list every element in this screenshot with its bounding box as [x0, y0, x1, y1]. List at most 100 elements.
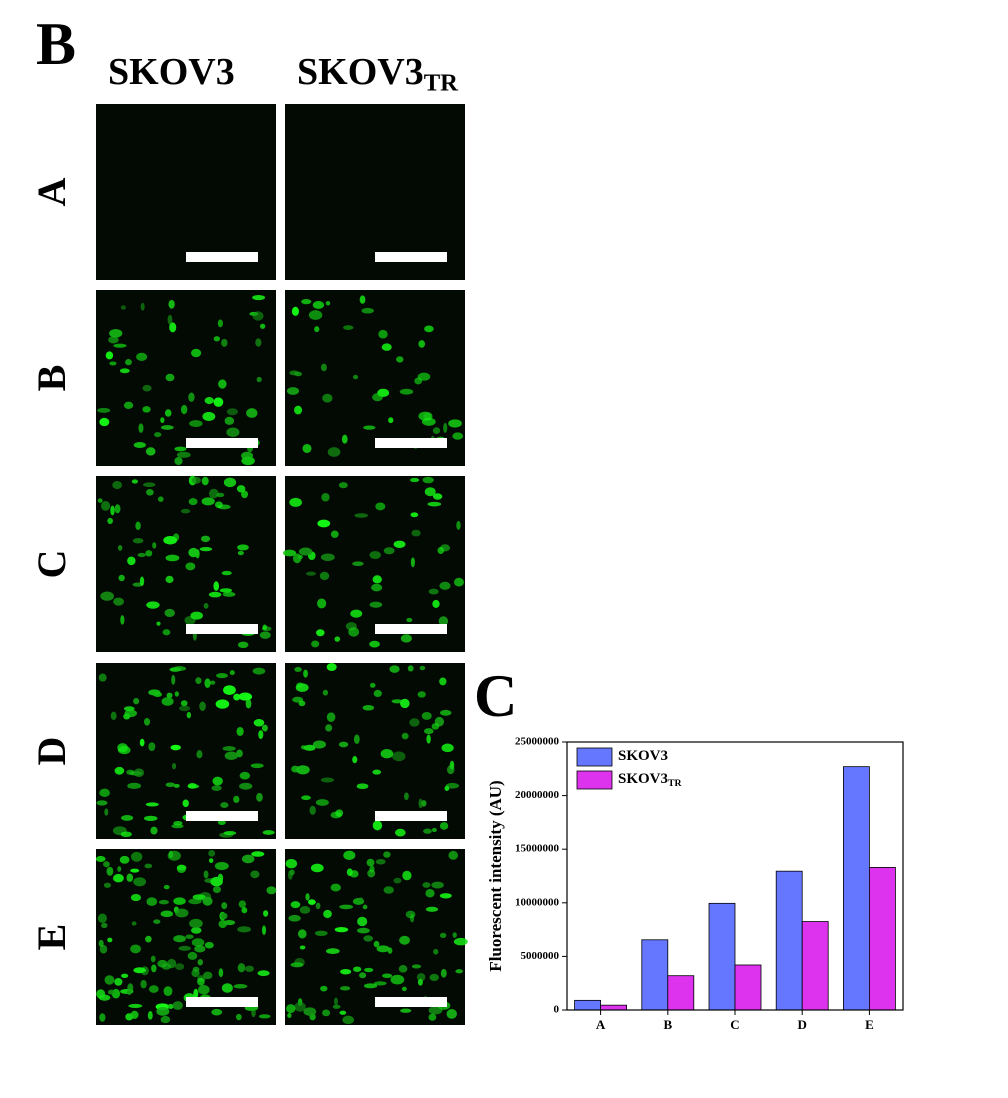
cell [223, 830, 237, 836]
cell [137, 552, 146, 558]
cell [131, 921, 137, 926]
cell [363, 425, 376, 430]
cell [130, 893, 142, 902]
cell [103, 882, 111, 888]
cell [322, 689, 329, 696]
cell [401, 732, 409, 740]
cell [428, 1013, 437, 1021]
cell [213, 336, 220, 342]
cell [309, 805, 316, 815]
cell [130, 1010, 139, 1019]
cell [372, 820, 383, 831]
row-label: C [29, 550, 74, 579]
cell [445, 782, 460, 789]
cell [224, 416, 235, 425]
cell [140, 979, 147, 989]
y-tick-label: 25000000 [515, 736, 560, 748]
cell [294, 371, 303, 377]
cell [203, 870, 209, 879]
cell [288, 914, 301, 922]
cell [393, 877, 402, 884]
cell [142, 406, 151, 413]
cell [162, 629, 171, 636]
cell [399, 935, 410, 945]
row-label: E [29, 924, 74, 951]
cell [252, 294, 266, 301]
cell [339, 1010, 347, 1015]
cell [292, 553, 302, 564]
cell [160, 910, 174, 918]
cell [261, 925, 267, 935]
cell [311, 640, 320, 648]
cell [186, 711, 192, 719]
cell [152, 542, 157, 549]
cell [208, 591, 222, 598]
cell [165, 554, 180, 562]
cell [223, 685, 236, 695]
cell [174, 446, 187, 452]
cell [418, 340, 425, 348]
cell [133, 768, 145, 778]
cell [197, 977, 205, 986]
cell [226, 427, 240, 437]
cell [315, 799, 329, 806]
cell [261, 724, 268, 732]
cell [174, 456, 183, 466]
cell [301, 298, 312, 305]
cell [119, 368, 130, 374]
cell [223, 477, 237, 488]
cell [211, 1008, 223, 1016]
cell [320, 553, 335, 562]
cell [194, 945, 206, 953]
cell [369, 682, 376, 688]
cell [422, 417, 436, 426]
cell [188, 547, 199, 558]
cell [372, 575, 382, 584]
y-tick-label: 15000000 [515, 843, 560, 855]
cell [110, 711, 117, 720]
cell [113, 597, 124, 606]
cell [350, 609, 363, 618]
cell [252, 311, 264, 321]
cell [197, 984, 210, 995]
cell [108, 336, 119, 344]
cell [126, 769, 135, 775]
cell [168, 299, 175, 309]
scale-bar [375, 811, 447, 821]
cell [176, 864, 187, 874]
cell [405, 910, 416, 919]
cell [419, 665, 426, 671]
cell [330, 883, 341, 892]
cell [204, 941, 214, 949]
cell [341, 434, 348, 444]
cell [195, 677, 202, 684]
cell [180, 404, 188, 415]
cell [173, 897, 186, 905]
cell [323, 909, 332, 919]
cell [400, 1008, 412, 1013]
cell [112, 481, 123, 490]
cell [369, 640, 380, 648]
cell [229, 670, 235, 676]
cell [421, 711, 432, 720]
cell [239, 771, 251, 780]
cell [257, 970, 270, 977]
cell [317, 519, 331, 528]
cell [104, 808, 109, 816]
cell [97, 407, 111, 413]
cell [107, 517, 113, 525]
bar [869, 867, 896, 1011]
cell [440, 968, 447, 978]
cell [110, 505, 115, 516]
scale-bar [375, 438, 447, 448]
cell [117, 866, 122, 872]
cell [416, 973, 426, 982]
cell [314, 326, 320, 333]
micrograph [285, 104, 465, 280]
label-subscript: TR [424, 69, 459, 96]
cell [211, 785, 222, 791]
cell [216, 672, 228, 679]
cell [429, 973, 439, 982]
cell [417, 372, 431, 381]
cell [258, 1014, 271, 1019]
